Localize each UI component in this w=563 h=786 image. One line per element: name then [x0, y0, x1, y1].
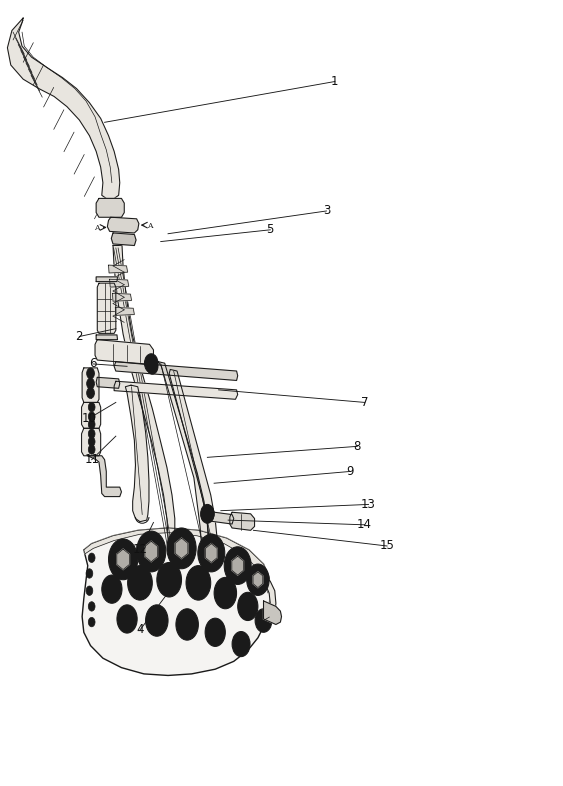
Circle shape — [102, 575, 122, 604]
Polygon shape — [232, 556, 244, 575]
Text: 10: 10 — [82, 412, 97, 424]
Polygon shape — [82, 368, 99, 402]
Text: 6: 6 — [90, 358, 97, 370]
Polygon shape — [96, 377, 120, 388]
Polygon shape — [109, 265, 128, 273]
Polygon shape — [158, 362, 208, 547]
Text: A: A — [148, 222, 153, 230]
Circle shape — [167, 528, 196, 569]
Circle shape — [230, 555, 245, 577]
Circle shape — [157, 563, 181, 597]
Polygon shape — [96, 335, 118, 340]
Circle shape — [88, 429, 95, 439]
Circle shape — [143, 540, 160, 564]
Circle shape — [87, 387, 95, 399]
Polygon shape — [175, 538, 188, 559]
Circle shape — [145, 354, 158, 373]
Polygon shape — [108, 217, 139, 233]
Text: 15: 15 — [379, 539, 395, 553]
Polygon shape — [263, 601, 282, 624]
Circle shape — [88, 445, 95, 454]
Polygon shape — [111, 233, 136, 245]
Circle shape — [109, 539, 138, 580]
Polygon shape — [95, 340, 154, 365]
Polygon shape — [145, 542, 158, 562]
Polygon shape — [126, 385, 149, 522]
Text: 5: 5 — [266, 223, 274, 237]
Polygon shape — [114, 362, 238, 380]
Text: 8: 8 — [354, 440, 361, 453]
Polygon shape — [82, 528, 270, 675]
Polygon shape — [82, 428, 101, 456]
Circle shape — [150, 362, 155, 370]
Text: 12: 12 — [132, 543, 148, 556]
Circle shape — [238, 593, 258, 620]
Circle shape — [147, 358, 158, 374]
Polygon shape — [230, 512, 254, 531]
Circle shape — [88, 553, 95, 563]
Circle shape — [88, 420, 95, 429]
Circle shape — [86, 586, 93, 596]
Text: 9: 9 — [346, 465, 354, 478]
Text: 3: 3 — [323, 204, 330, 218]
Polygon shape — [7, 18, 120, 198]
Text: 13: 13 — [361, 498, 376, 511]
Circle shape — [87, 368, 95, 379]
Circle shape — [204, 509, 211, 519]
Polygon shape — [88, 456, 122, 497]
Circle shape — [186, 566, 211, 601]
Circle shape — [87, 378, 95, 389]
Polygon shape — [169, 369, 218, 558]
Circle shape — [128, 566, 153, 601]
Text: 14: 14 — [357, 518, 372, 531]
Text: 4: 4 — [136, 623, 144, 637]
Polygon shape — [115, 307, 135, 315]
Circle shape — [203, 506, 214, 522]
Polygon shape — [113, 293, 132, 301]
Polygon shape — [117, 549, 129, 570]
Polygon shape — [97, 283, 116, 333]
Circle shape — [252, 571, 265, 589]
Circle shape — [88, 437, 95, 446]
Circle shape — [205, 618, 225, 646]
Circle shape — [200, 505, 214, 523]
Circle shape — [232, 631, 250, 656]
Polygon shape — [96, 277, 118, 281]
Polygon shape — [205, 544, 217, 563]
Text: 11: 11 — [84, 454, 99, 466]
Circle shape — [88, 402, 95, 412]
Circle shape — [247, 564, 269, 596]
Polygon shape — [110, 279, 129, 287]
Polygon shape — [201, 511, 234, 524]
Polygon shape — [259, 570, 276, 630]
Circle shape — [137, 531, 166, 572]
Circle shape — [173, 537, 190, 560]
Polygon shape — [82, 402, 101, 428]
Text: 2: 2 — [75, 330, 83, 343]
Circle shape — [203, 542, 219, 564]
Text: 7: 7 — [361, 396, 368, 409]
Circle shape — [88, 617, 95, 626]
Polygon shape — [96, 198, 124, 217]
Circle shape — [88, 602, 95, 612]
Circle shape — [146, 605, 168, 636]
Polygon shape — [113, 245, 175, 552]
Circle shape — [224, 547, 251, 585]
Text: 1: 1 — [331, 75, 338, 88]
Circle shape — [176, 609, 198, 640]
Circle shape — [88, 412, 95, 421]
Circle shape — [198, 534, 225, 572]
Circle shape — [255, 609, 272, 632]
Circle shape — [117, 605, 137, 633]
Polygon shape — [84, 528, 270, 593]
Circle shape — [86, 569, 93, 578]
Polygon shape — [114, 381, 238, 399]
Circle shape — [214, 578, 236, 609]
Polygon shape — [253, 572, 263, 588]
Circle shape — [115, 548, 132, 571]
Text: A: A — [95, 224, 100, 232]
